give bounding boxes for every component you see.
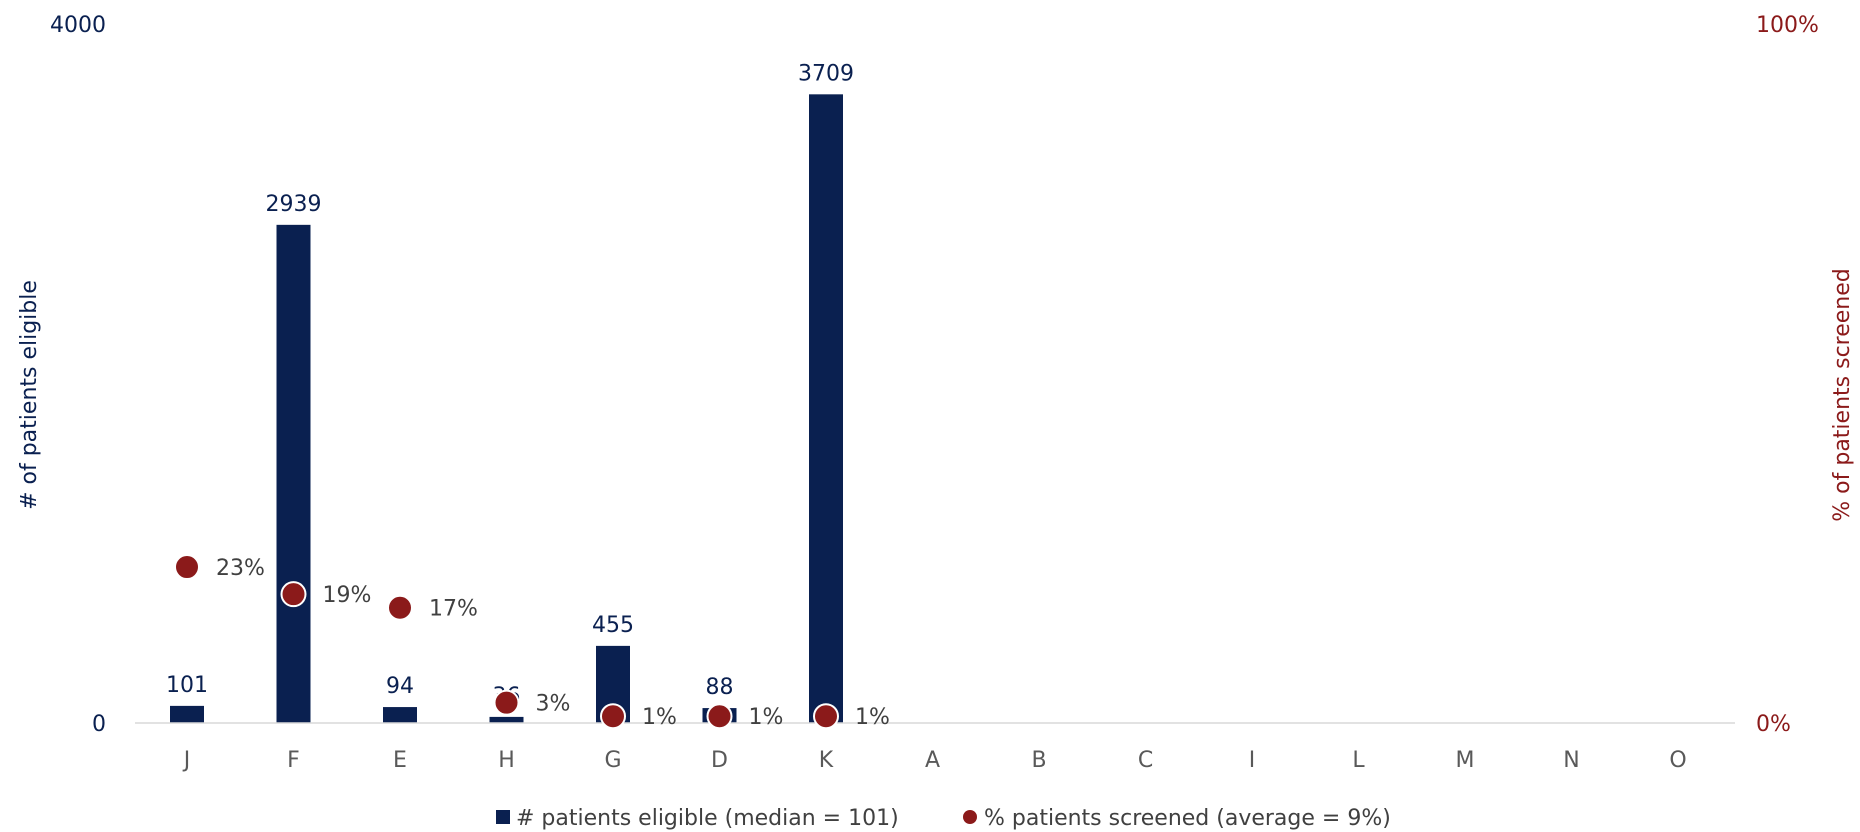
scatter-point xyxy=(280,581,307,608)
y-tick-left-min: 0 xyxy=(92,712,106,737)
x-tick-label: D xyxy=(711,748,728,773)
point-data-label: 17% xyxy=(429,597,478,622)
scatter-point xyxy=(493,689,520,716)
legend-point-label: % patients screened (average = 9%) xyxy=(984,806,1391,831)
point-data-label: 19% xyxy=(323,583,372,608)
y-axis-title-right: % of patients screened xyxy=(1830,268,1855,521)
bar xyxy=(809,94,843,723)
x-tick-label: G xyxy=(604,748,621,773)
legend-point-swatch xyxy=(963,810,977,824)
scatter-point xyxy=(813,703,839,730)
y-axis-title-left: # of patients eligible xyxy=(17,280,42,510)
legend-bar-swatch xyxy=(496,810,510,824)
bar xyxy=(276,224,311,724)
bar-series xyxy=(170,94,843,724)
point-data-label: 3% xyxy=(536,692,571,717)
legend-bar-label: # patients eligible (median = 101) xyxy=(516,806,899,831)
x-tick-label: O xyxy=(1669,748,1686,773)
bar-data-label: 94 xyxy=(386,674,414,699)
x-tick-label: B xyxy=(1031,748,1046,773)
bar-data-label: 455 xyxy=(592,613,634,638)
bar-labels: 10129399436455883709 xyxy=(166,61,854,709)
bar xyxy=(383,707,417,723)
scatter-point xyxy=(174,554,200,581)
x-tick-label: L xyxy=(1352,748,1365,773)
scatter-point xyxy=(387,594,413,621)
x-tick-label: N xyxy=(1563,748,1579,773)
x-tick-label: H xyxy=(498,748,515,773)
bar-data-label: 101 xyxy=(166,673,208,698)
y-tick-right-max: 100% xyxy=(1756,13,1819,38)
point-data-label: 1% xyxy=(855,705,890,730)
point-data-label: 23% xyxy=(216,556,265,581)
bar-data-label: 2939 xyxy=(266,192,322,217)
y-tick-left-max: 4000 xyxy=(50,13,106,38)
point-data-label: 1% xyxy=(642,705,677,730)
bar xyxy=(170,705,204,723)
x-tick-label: E xyxy=(393,748,407,773)
y-tick-right-min: 0% xyxy=(1756,712,1791,737)
x-tick-label: C xyxy=(1138,748,1153,773)
bar xyxy=(489,716,524,723)
bar-data-label: 3709 xyxy=(798,61,854,86)
point-data-label: 1% xyxy=(749,705,784,730)
x-tick-label: M xyxy=(1456,748,1475,773)
scatter-point xyxy=(600,703,626,730)
point-labels: 23% 19% 17% 3% 1% 1% 1% xyxy=(216,556,890,730)
x-tick-label: K xyxy=(819,748,834,773)
scatter-point xyxy=(706,703,733,730)
x-tick-label: F xyxy=(287,748,300,773)
legend: # patients eligible (median = 101) % pat… xyxy=(496,806,1391,831)
point-series xyxy=(174,554,839,730)
bar-data-label: 88 xyxy=(706,675,734,700)
x-tick-label: J xyxy=(182,748,191,773)
x-tick-label: A xyxy=(925,748,940,773)
x-tick-label: I xyxy=(1249,748,1256,773)
